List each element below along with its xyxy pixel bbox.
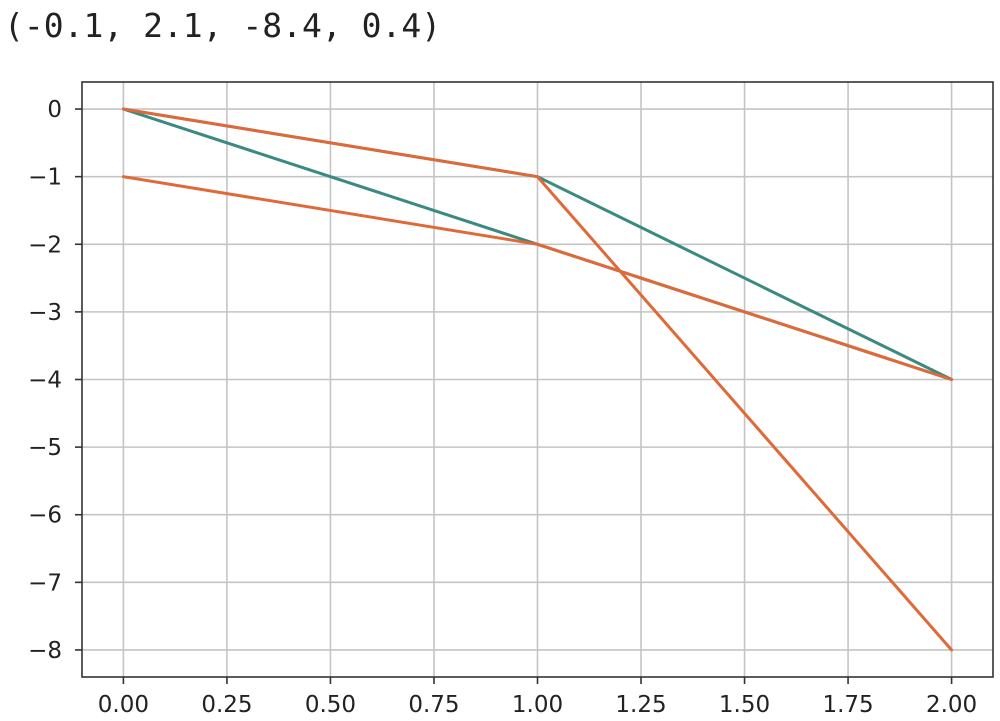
y-axis-tick-labels: 0 −1 −2 −3 −4 −5 −6 −7 −8 bbox=[28, 97, 62, 664]
y-tick-label: −6 bbox=[28, 503, 62, 529]
cell-output-text: (-0.1, 2.1, -8.4, 0.4) bbox=[4, 6, 442, 45]
axis-ticks bbox=[75, 108, 953, 684]
y-tick-label: −8 bbox=[28, 638, 62, 664]
series-line-4 bbox=[121, 175, 954, 381]
x-tick-label: 1.50 bbox=[719, 692, 770, 718]
x-tick-label: 1.75 bbox=[822, 692, 873, 718]
y-tick-label: −4 bbox=[28, 368, 62, 394]
y-tick-label: −5 bbox=[28, 435, 62, 461]
x-tick-label: 2.00 bbox=[926, 692, 977, 718]
y-tick-label: −2 bbox=[28, 232, 62, 258]
grid-lines bbox=[82, 82, 993, 677]
x-tick-label: 1.25 bbox=[615, 692, 666, 718]
y-tick-label: −7 bbox=[28, 570, 62, 596]
x-tick-label: 0.00 bbox=[98, 692, 149, 718]
series-lines bbox=[121, 107, 954, 652]
y-tick-label: −3 bbox=[28, 300, 62, 326]
x-tick-label: 0.25 bbox=[201, 692, 252, 718]
x-tick-label: 0.75 bbox=[408, 692, 459, 718]
y-tick-label: −1 bbox=[28, 165, 62, 191]
y-tick-label: 0 bbox=[47, 97, 62, 123]
x-tick-label: 1.00 bbox=[512, 692, 563, 718]
x-axis-tick-labels: 0.00 0.25 0.50 0.75 1.00 1.25 1.50 1.75 2.00 bbox=[98, 692, 977, 718]
series-line-3 bbox=[121, 107, 954, 652]
x-tick-label: 0.50 bbox=[305, 692, 356, 718]
